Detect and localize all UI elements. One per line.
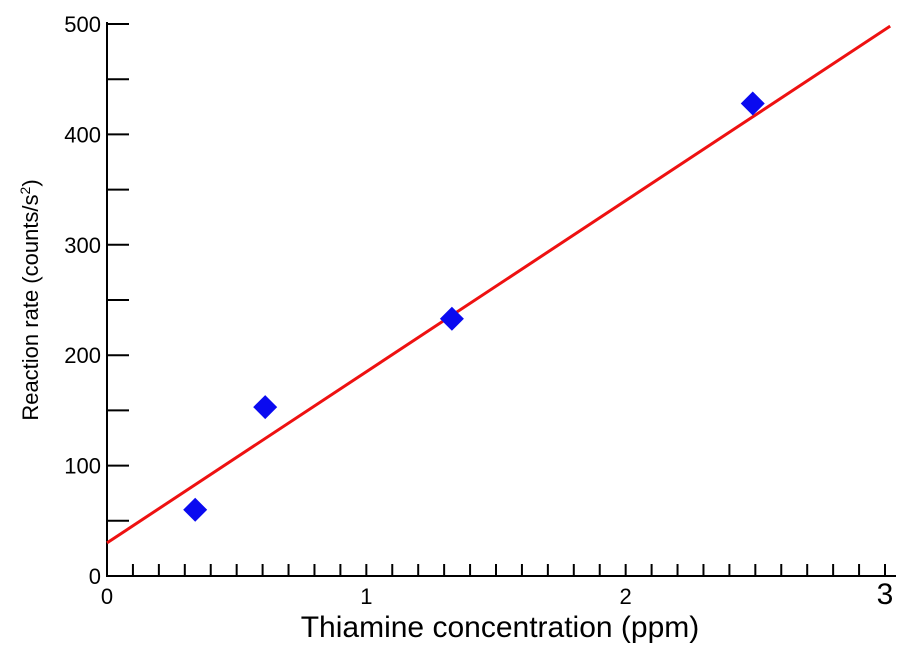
- y-tick-label: 200: [64, 343, 101, 368]
- data-point-diamond: [740, 91, 765, 116]
- data-point-diamond: [253, 395, 278, 420]
- x-tick-label: 2: [620, 584, 632, 609]
- data-point-diamond: [183, 497, 208, 522]
- x-axis-label: Thiamine concentration (ppm): [301, 611, 700, 644]
- data-points: [183, 91, 765, 522]
- fit-line: [106, 24, 892, 545]
- y-tick-label: 0: [89, 564, 101, 589]
- y-axis-label-main: Reaction rate (counts/s: [18, 194, 43, 420]
- y-tick-label: 500: [64, 12, 101, 37]
- y-tick-label: 300: [64, 233, 101, 258]
- y-tick-label: 100: [64, 454, 101, 479]
- data-point-diamond: [439, 306, 464, 331]
- y-axis-label: Reaction rate (counts/s2): [17, 179, 43, 420]
- x-tick-label: 0: [101, 584, 113, 609]
- y-tick-label: 400: [64, 122, 101, 147]
- y-tick-labels: 0 100 200 300 400 500: [64, 12, 101, 589]
- x-tick-label: 3: [877, 578, 894, 611]
- x-tick-label: 1: [360, 584, 372, 609]
- x-tick-labels: 0 1 2 3: [101, 578, 893, 611]
- y-axis-label-superscript: 2: [17, 186, 33, 194]
- y-axis-label-suffix: ): [18, 179, 43, 186]
- axis-ticks: [107, 23, 886, 576]
